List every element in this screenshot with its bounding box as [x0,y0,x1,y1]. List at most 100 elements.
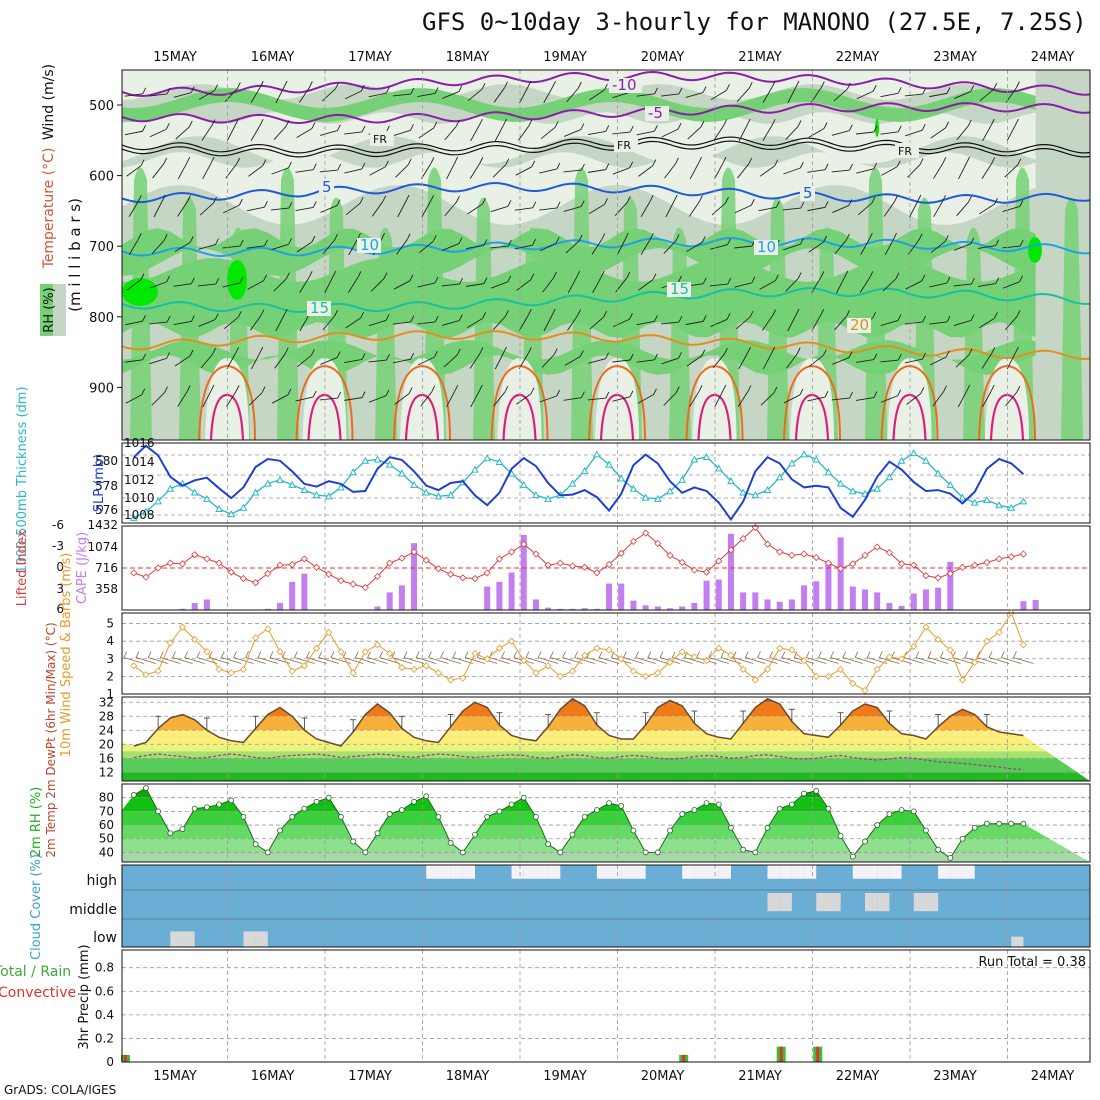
wind-barb [991,157,996,164]
surface-wind-barb [818,657,839,664]
thickness-marker [251,488,260,496]
wind-marker [666,658,674,666]
wind-barb [239,276,244,284]
cloud-gap [913,893,926,912]
rh-marker [289,813,296,820]
wind-marker [824,672,833,680]
rh-marker [874,822,881,828]
wind-barb [271,243,289,251]
surface-wind-barb [598,657,620,664]
wind-barb [396,239,408,255]
surface-wind-barb [806,657,827,664]
thickness-marker [970,498,979,506]
wind-barb [652,159,657,166]
rh-marker [764,824,771,831]
wind-barb [953,243,972,251]
thickness-marker [373,455,382,463]
wind-barb [458,314,463,321]
wind-barb [494,124,504,142]
temp-contour-20 [121,330,1091,360]
li-marker [995,555,1003,563]
wind-barb [383,272,388,279]
surface-wind-barb [330,651,335,658]
wind-barb [823,122,828,129]
temp-tick: 12 [99,765,114,779]
surface-wind-barb [866,651,871,658]
thickness-marker [312,491,321,499]
wind-barb [518,314,529,332]
thickness-marker [568,479,577,487]
wind-barb [726,313,731,320]
cloud-gap [865,865,878,879]
cape-bar [654,606,661,610]
precip-convective-bar [779,1046,783,1062]
wind-barb [408,387,413,394]
rh-moist-plume [669,227,691,440]
wind-barb [275,86,285,104]
surface-wind-barb [440,657,461,664]
li-marker [471,574,479,583]
wind-barb [469,353,481,369]
wind-barb [385,160,389,167]
wind-barb [149,321,168,325]
wind-barb [493,391,506,407]
rh-marker [447,839,454,846]
li-marker [727,546,735,554]
wind-barb [895,272,900,279]
y-tick-label: 800 [89,311,114,326]
wind-barb [624,232,629,240]
wind-barb [295,207,314,211]
li-marker [910,561,918,569]
wind-barb [640,239,651,255]
wind-marker [958,676,967,684]
thickness-marker [446,491,455,499]
axis-label-lifted-index: Lifted Index [15,529,30,606]
wind-barb [882,278,897,292]
wind-barb [361,391,366,398]
wind-marker [605,646,613,654]
date-tick-bottom: 20MAY [641,1069,685,1084]
wind-barb [995,239,1000,246]
wind-barb [760,392,775,406]
wind-barb [849,163,853,171]
li-marker [178,560,187,568]
li-marker [264,570,272,578]
wind-barb [197,283,216,287]
thickness-marker [129,513,138,521]
wind-barb [649,195,654,202]
contour-label-bg [754,240,778,255]
cape-bar [849,586,856,610]
wind-barb [360,311,365,319]
y-tick-label: 500 [89,99,114,114]
wind-barb [661,357,679,365]
wind-barb [334,233,338,241]
surface-wind-barb [147,651,152,658]
surface-wind-barb [842,651,847,658]
surface-wind-barb [245,651,249,658]
thickness-tick: 576 [95,503,118,517]
wind-barb [226,124,236,142]
rh-marker [459,849,466,856]
cloud-gap [779,893,792,912]
wind-barb [187,195,191,202]
wind-marker [252,634,260,642]
wind-barb [527,347,532,354]
axis-label-thickness: 1000-500mb Thickness (dm) [15,386,30,573]
wind-barb [649,233,654,240]
wind-barb [636,93,655,97]
wind-barb [856,131,874,135]
axis-label-rh: RH (%) [42,287,57,332]
wind-barb [213,196,217,204]
rh-saturated-cell [875,119,879,137]
wind-barb [589,89,605,101]
wind-barb [467,88,483,102]
thickness-marker [483,454,492,462]
wind-barb [990,384,995,392]
wind-barb [299,277,310,293]
wind-barb [868,232,873,240]
wind-barb [605,125,610,132]
surface-wind-barb [744,651,749,658]
wind-barb [417,93,436,97]
wind-barb [385,314,390,321]
thickness-marker [946,480,955,488]
